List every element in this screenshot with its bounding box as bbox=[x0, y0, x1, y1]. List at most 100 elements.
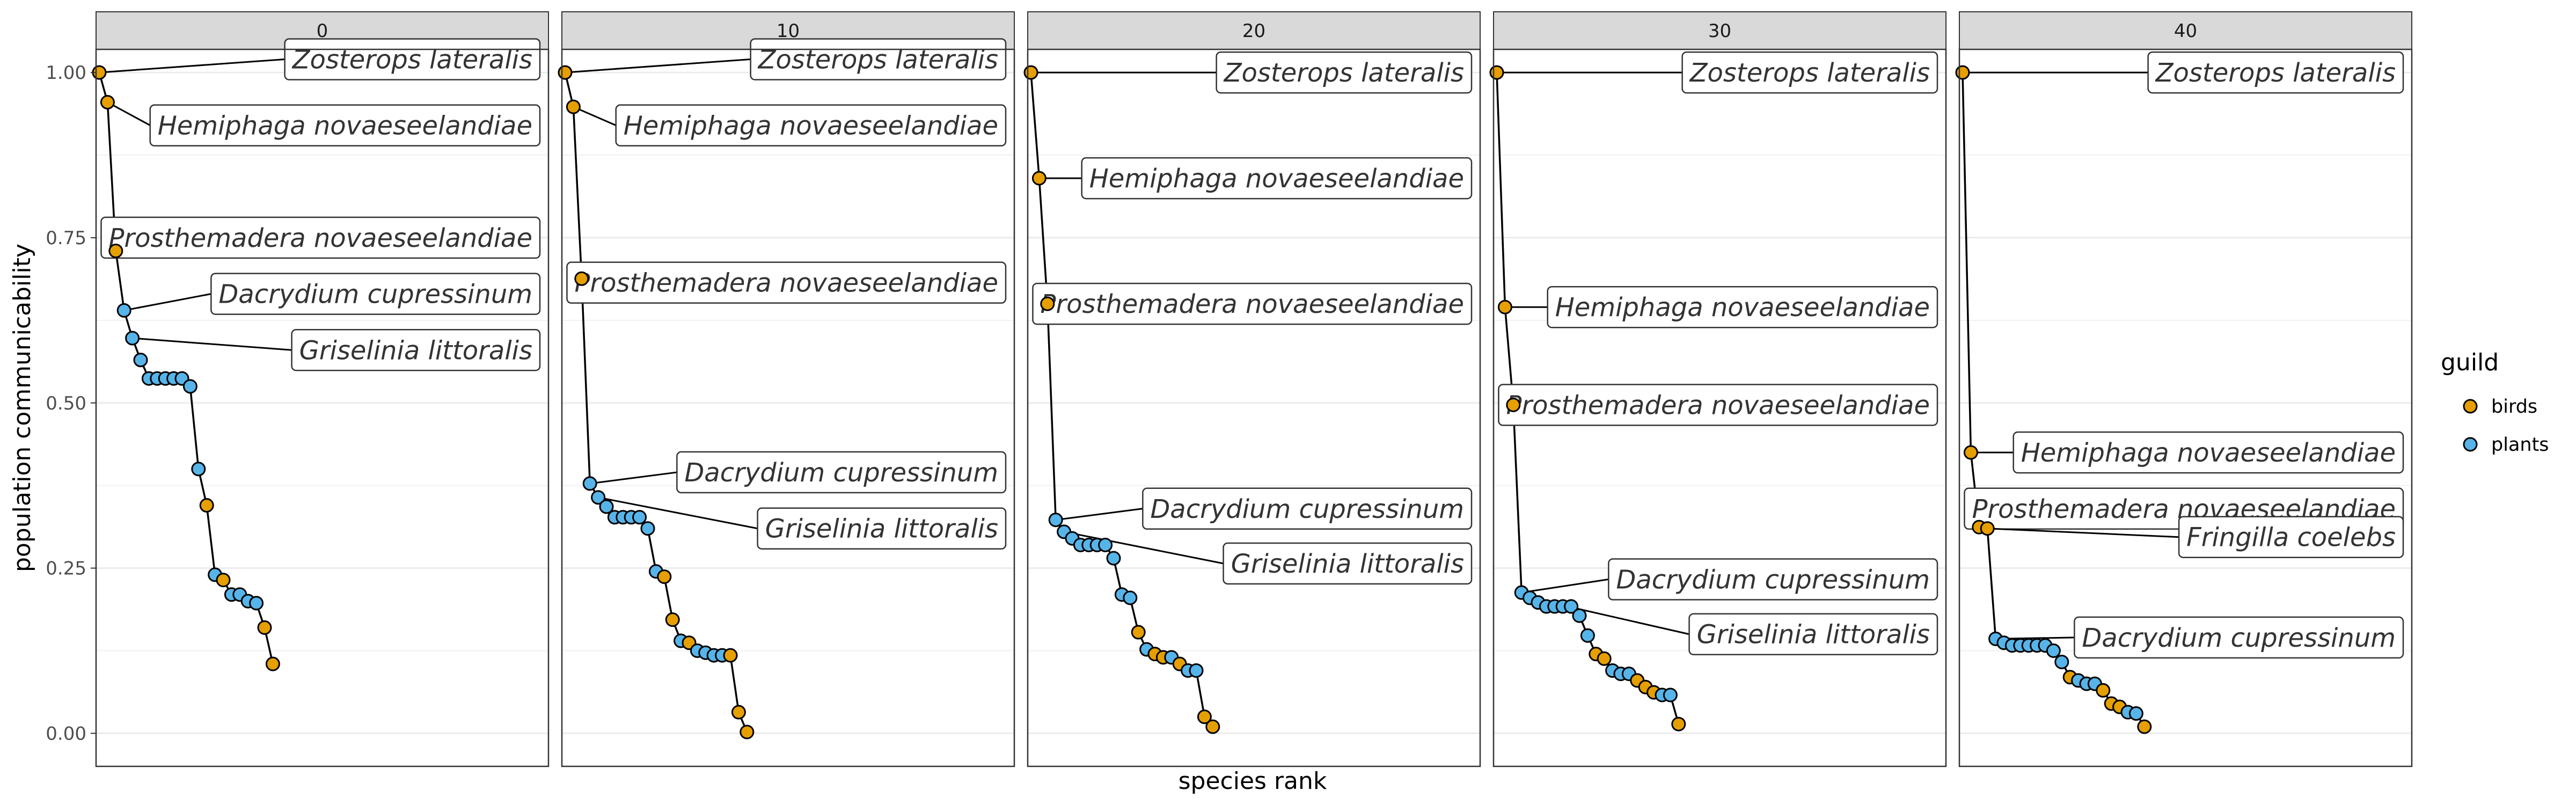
callout-leader bbox=[123, 293, 211, 311]
data-point-birds bbox=[216, 573, 231, 588]
y-tick-label: 0.75 bbox=[46, 228, 86, 249]
data-point-birds bbox=[1023, 65, 1038, 80]
callout-label: Zosterops lateralis bbox=[1223, 58, 1464, 88]
facet-panels: 0 Zosterops lateralis Hemiphaga novaeseela… bbox=[92, 11, 2413, 767]
callout-label: Hemiphaga novaeseelandiae bbox=[1555, 292, 1930, 323]
facet-strip-label: 30 bbox=[1708, 20, 1731, 42]
data-point-plants bbox=[2046, 643, 2061, 658]
callout-leader bbox=[590, 471, 677, 485]
callout-leader bbox=[1987, 528, 2179, 538]
data-point-birds bbox=[731, 705, 746, 720]
data-point-plants bbox=[249, 596, 264, 611]
data-point-birds bbox=[2096, 683, 2111, 698]
legend-key-plants bbox=[2463, 437, 2478, 452]
data-point-plants bbox=[599, 499, 614, 514]
callout-leader bbox=[1064, 531, 1224, 565]
data-point-birds bbox=[1040, 296, 1055, 311]
data-point-plants bbox=[1564, 599, 1579, 614]
data-point-plants bbox=[1123, 590, 1138, 605]
callout-label: Dacrydium cupressinum bbox=[218, 280, 532, 310]
callout-box bbox=[1547, 286, 1938, 328]
data-point-birds bbox=[1671, 716, 1686, 731]
data-point-birds bbox=[1197, 709, 1212, 724]
callout-box bbox=[615, 104, 1007, 147]
callout-box bbox=[757, 507, 1007, 550]
data-point-plants bbox=[125, 331, 140, 346]
y-tick-label: 0.50 bbox=[46, 393, 86, 414]
data-point-birds bbox=[108, 244, 123, 259]
facet-strip bbox=[1027, 11, 1481, 50]
data-point-birds bbox=[199, 498, 214, 513]
callout-label: Hemiphaga novaeseelandiae bbox=[624, 111, 998, 141]
data-point-plants bbox=[182, 379, 197, 394]
callout-label: Dacrydium cupressinum bbox=[1616, 565, 1930, 595]
data-point-plants bbox=[2128, 706, 2143, 721]
legend: guild birds plants bbox=[2441, 349, 2549, 456]
callout-box bbox=[1223, 542, 1473, 585]
data-point-birds bbox=[1963, 445, 1978, 460]
callout-leader bbox=[598, 496, 758, 530]
data-point-birds bbox=[665, 612, 680, 627]
callout-box bbox=[2178, 516, 2404, 558]
legend-title: guild bbox=[2441, 349, 2499, 376]
data-point-plants bbox=[591, 490, 606, 505]
panel-border bbox=[95, 48, 550, 767]
callout-leader bbox=[1056, 508, 1143, 521]
callout-label: Prosthemadera novaeseelandiae bbox=[1040, 289, 1464, 319]
callout-leader bbox=[573, 106, 617, 126]
data-point-plants bbox=[1098, 538, 1113, 553]
callout-label: Griselinia littoralis bbox=[1697, 620, 1930, 650]
data-point-plants bbox=[582, 476, 597, 491]
callout-leader bbox=[565, 58, 751, 74]
callout-label: Zosterops lateralis bbox=[2155, 58, 2396, 88]
data-point-birds bbox=[257, 620, 272, 635]
facet-strip-label: 40 bbox=[2174, 20, 2197, 42]
y-tick-label: 1.00 bbox=[46, 62, 86, 84]
callout-label: Hemiphaga novaeseelandiae bbox=[1089, 164, 1464, 194]
data-point-birds bbox=[1205, 719, 1220, 734]
data-point-birds bbox=[558, 65, 573, 80]
data-point-plants bbox=[1663, 687, 1678, 702]
callout-box bbox=[149, 104, 541, 147]
legend-entry-birds: birds bbox=[2463, 396, 2537, 418]
callout-label: Dacrydium cupressinum bbox=[684, 458, 998, 488]
y-tick-label: 0.25 bbox=[46, 558, 86, 580]
callout-leader bbox=[107, 101, 151, 126]
callout-label: Dacrydium cupressinum bbox=[2082, 623, 2396, 653]
callout-label: Dacrydium cupressinum bbox=[1150, 494, 1464, 524]
callout-box bbox=[2074, 616, 2404, 659]
callout-box bbox=[676, 451, 1007, 494]
facet-strip bbox=[1959, 11, 2412, 50]
callout-leader bbox=[1521, 579, 1609, 594]
callout-box bbox=[210, 273, 541, 315]
data-point-birds bbox=[657, 569, 672, 584]
callout-leader bbox=[132, 337, 292, 351]
data-point-plants bbox=[632, 510, 647, 525]
panel-border bbox=[1492, 48, 1947, 767]
data-point-birds bbox=[1980, 521, 1995, 536]
callout-label: Griselinia littoralis bbox=[1231, 549, 1464, 579]
callout-box bbox=[1216, 51, 1473, 94]
data-point-birds bbox=[265, 656, 280, 671]
data-point-birds bbox=[574, 271, 589, 286]
callout-box bbox=[1608, 558, 1938, 601]
facet-panel-30: 30 Zosterops lateralis Hemiphaga novaeseel… bbox=[1489, 11, 1947, 767]
data-point-plants bbox=[640, 521, 655, 536]
callout-label: Fringilla coelebs bbox=[2186, 523, 2396, 553]
data-point-birds bbox=[723, 648, 738, 663]
callout-box bbox=[100, 216, 541, 259]
callout-box bbox=[1688, 613, 1938, 655]
x-axis-title: species rank bbox=[1179, 767, 1327, 795]
data-point-plants bbox=[1572, 608, 1587, 623]
y-tick-label: 0.00 bbox=[46, 723, 86, 744]
callout-box bbox=[1032, 282, 1473, 325]
legend-label-plants: plants bbox=[2491, 434, 2549, 456]
data-point-birds bbox=[740, 724, 755, 740]
callout-box bbox=[1498, 384, 1938, 426]
callout-label: Hemiphaga novaeseelandiae bbox=[158, 111, 532, 141]
data-point-birds bbox=[1497, 299, 1512, 314]
facet-panel-20: 20 Zosterops lateralis Hemiphaga novaeseel… bbox=[1023, 11, 1481, 767]
